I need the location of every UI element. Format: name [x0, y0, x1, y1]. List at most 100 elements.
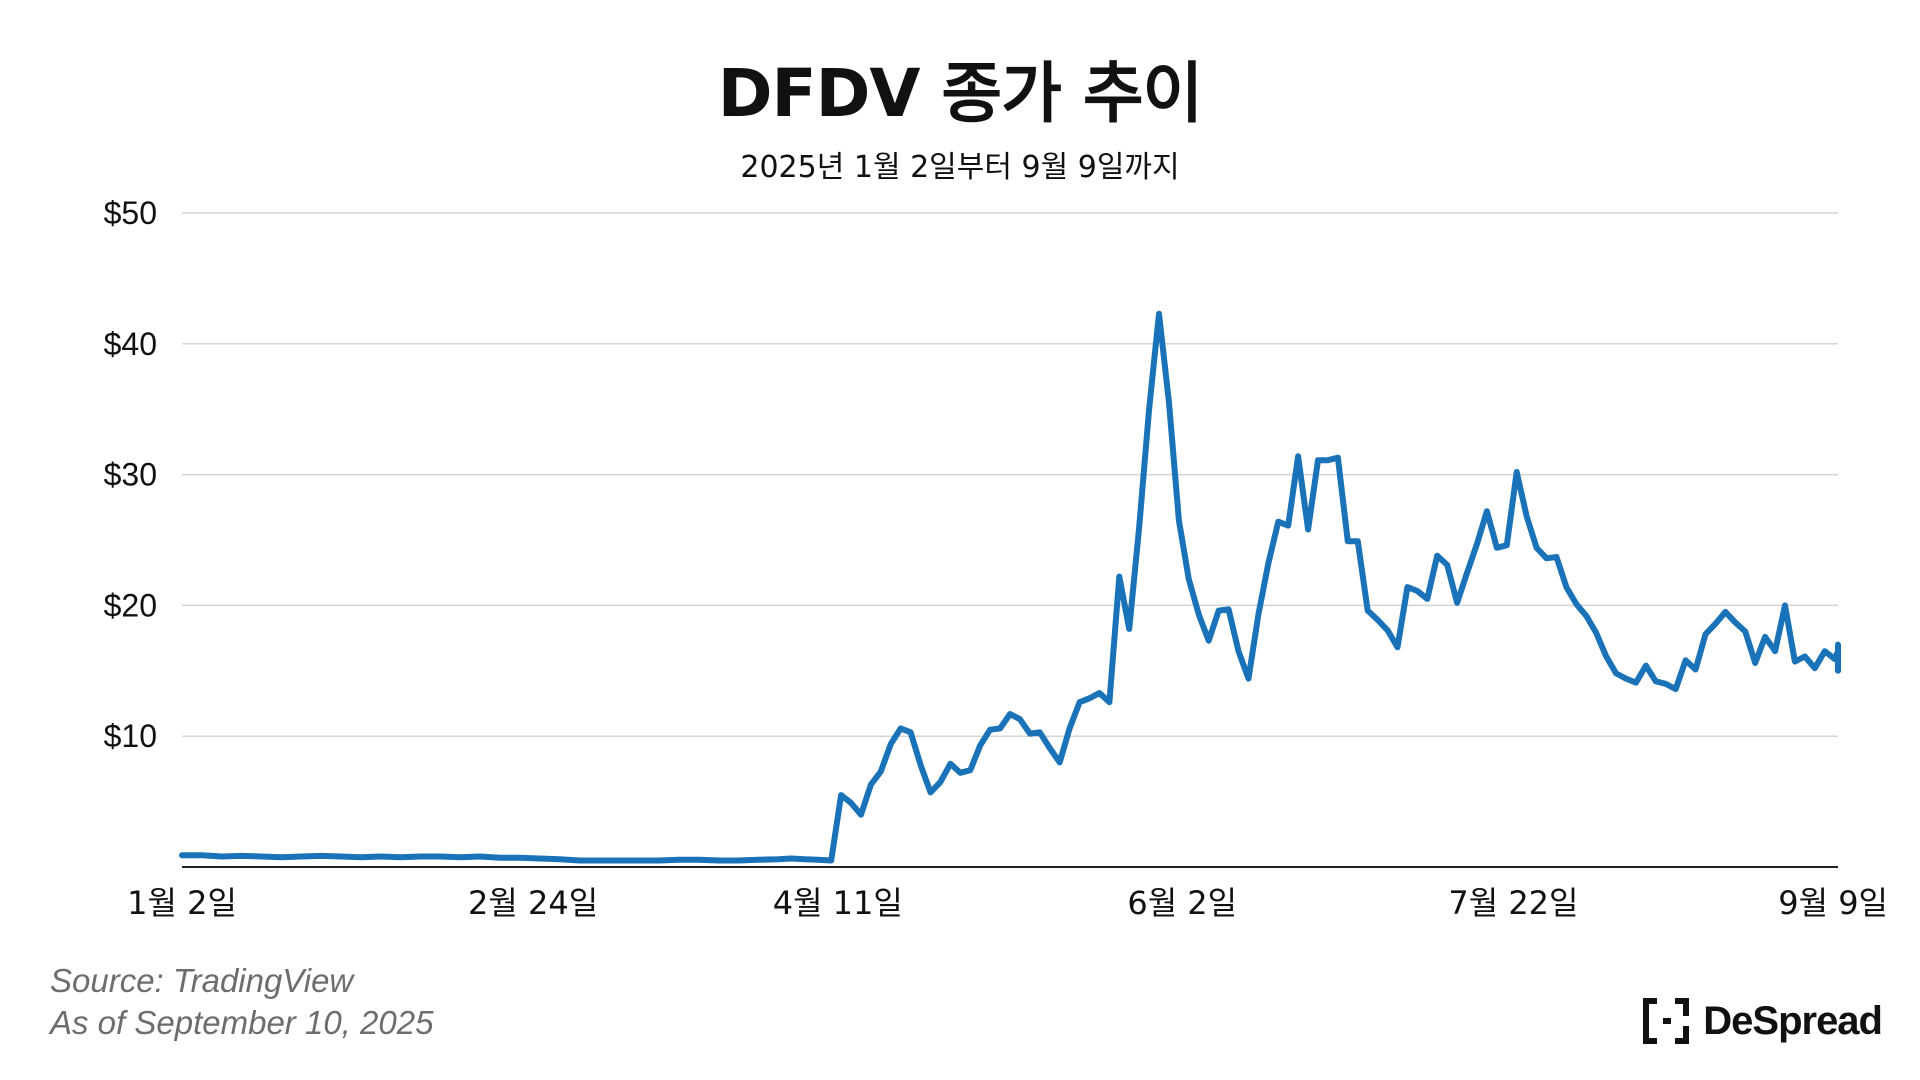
data-point: [300, 856, 302, 857]
data-point: [499, 857, 501, 859]
data-point: [949, 763, 951, 765]
data-point: [1059, 761, 1061, 763]
data-point: [1426, 598, 1428, 600]
data-point: [880, 771, 882, 772]
data-point: [870, 784, 872, 786]
chart-subtitle: 2025년 1월 2일부터 9월 9일까지: [740, 150, 1180, 185]
data-point: [1436, 555, 1438, 557]
data-point: [360, 856, 362, 858]
data-point: [1834, 658, 1836, 660]
data-point: [1814, 667, 1816, 669]
data-point: [1267, 563, 1269, 564]
data-point: [979, 744, 981, 746]
data-point: [1357, 540, 1359, 542]
data-point: [989, 729, 991, 731]
data-point: [559, 858, 561, 860]
data-point: [698, 859, 700, 861]
data-point: [1635, 682, 1637, 684]
data-point: [1456, 602, 1458, 604]
x-tick-label: 7월 22일: [1448, 884, 1578, 922]
data-point: [910, 731, 912, 733]
data-point: [1029, 733, 1031, 735]
data-point: [1317, 459, 1319, 461]
data-point: [1446, 564, 1448, 566]
data-point: [1039, 731, 1041, 733]
x-tick-label: 2월 24일: [468, 884, 598, 922]
data-point: [1837, 650, 1839, 652]
data-point: [1546, 557, 1547, 559]
data-point: [201, 854, 203, 856]
data-point: [999, 727, 1001, 729]
data-point: [1387, 629, 1389, 631]
data-point: [1168, 402, 1170, 404]
x-axis-ticks: 1월 2일 2월 24일 4월 11일 6월 2일 7월 22일 9월 9일: [127, 884, 1888, 922]
data-point: [959, 772, 961, 774]
data-point: [519, 857, 521, 859]
data-point: [1218, 610, 1220, 612]
data-point: [930, 791, 931, 793]
data-point: [280, 856, 282, 858]
data-point: [1744, 631, 1746, 633]
data-point: [1397, 646, 1398, 648]
data-point: [1615, 672, 1617, 674]
data-point: [1307, 529, 1309, 530]
series-group: [179, 310, 1841, 864]
data-point: [1516, 471, 1518, 473]
data-point: [1178, 519, 1180, 521]
data-point: [1784, 604, 1786, 606]
data-point: [400, 856, 402, 858]
data-point: [830, 860, 832, 861]
data-point: [539, 858, 541, 859]
data-point: [1009, 713, 1011, 715]
data-point: [1764, 636, 1766, 638]
data-point: [1257, 614, 1259, 616]
data-point: [638, 860, 640, 861]
data-point: [920, 764, 922, 766]
data-point: [1069, 727, 1071, 729]
data-point: [420, 856, 421, 857]
data-point: [1675, 688, 1677, 690]
data-point: [1049, 747, 1051, 749]
data-point: [221, 856, 223, 857]
data-point: [1377, 619, 1379, 621]
data-point: [380, 856, 382, 857]
data-point: [939, 781, 941, 783]
data-point: [804, 858, 806, 860]
data-point: [1734, 621, 1736, 623]
data-point: [1019, 718, 1021, 720]
data-point: [1506, 544, 1508, 546]
data-point: [340, 856, 342, 857]
y-tick-label: $50: [104, 195, 157, 231]
data-point: [1347, 540, 1349, 542]
data-point: [1754, 662, 1756, 664]
data-point: [439, 856, 441, 857]
data-point: [1138, 526, 1140, 528]
data-point: [1158, 313, 1160, 315]
data-point: [1824, 650, 1826, 652]
data-point: [900, 727, 902, 729]
data-point: [1565, 586, 1567, 588]
data-point: [1705, 633, 1706, 635]
x-tick-label: 9월 9일: [1778, 884, 1888, 922]
y-tick-label: $10: [104, 718, 157, 754]
data-point: [1655, 680, 1657, 682]
data-point: [1486, 510, 1488, 512]
data-point: [1108, 701, 1110, 703]
data-point: [598, 860, 600, 861]
y-tick-label: $20: [104, 587, 157, 623]
data-point: [658, 860, 660, 861]
data-point: [1337, 457, 1339, 459]
data-point: [1416, 590, 1418, 592]
data-point: [1774, 650, 1776, 652]
data-point: [1804, 655, 1806, 657]
data-point: [1476, 543, 1478, 545]
data-point: [1128, 628, 1130, 630]
x-tick-label: 4월 11일: [773, 884, 903, 922]
data-point: [969, 769, 971, 771]
y-axis-ticks: $10 $20 $30 $40 $50: [104, 195, 157, 754]
gridlines: [182, 212, 1838, 737]
data-point: [757, 859, 759, 861]
data-point: [1248, 678, 1249, 680]
data-point: [850, 802, 852, 804]
